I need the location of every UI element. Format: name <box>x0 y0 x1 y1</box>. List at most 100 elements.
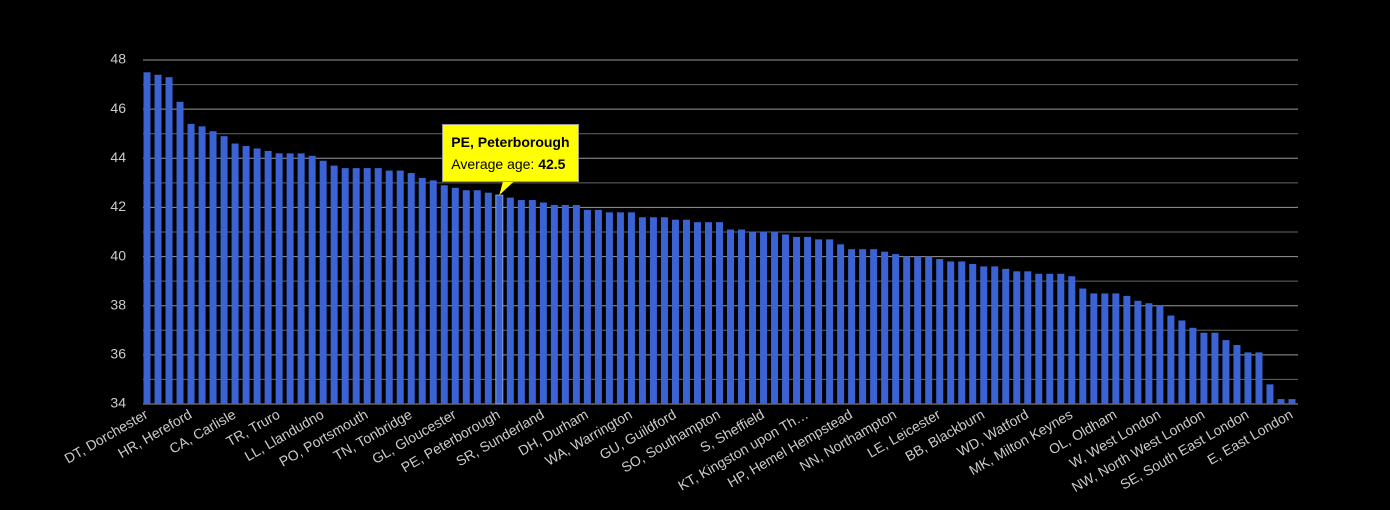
bar <box>1145 303 1153 404</box>
bar <box>275 153 283 404</box>
bar <box>958 261 966 404</box>
bar <box>165 77 173 404</box>
bar <box>793 236 801 404</box>
bar <box>749 232 757 404</box>
bar <box>154 74 162 404</box>
bar <box>528 200 536 404</box>
bar <box>804 236 812 404</box>
bar <box>1178 320 1186 404</box>
tooltip-label: Average age: <box>451 156 535 173</box>
bar <box>660 217 668 404</box>
bar <box>1255 352 1263 404</box>
bar <box>1233 345 1241 404</box>
tooltip-title: PE, Peterborough <box>451 134 570 151</box>
bar <box>1068 276 1076 404</box>
bar <box>782 234 790 404</box>
bar <box>231 143 239 405</box>
y-tick-label: 40 <box>110 247 126 263</box>
tooltip-pointer <box>499 180 516 196</box>
bar <box>1079 288 1087 404</box>
bar <box>1112 293 1120 404</box>
bar <box>1002 268 1010 404</box>
bar <box>363 168 371 404</box>
y-tick-label: 46 <box>110 100 126 116</box>
bar <box>1013 271 1021 404</box>
y-tick-label: 44 <box>110 149 126 165</box>
bar <box>1266 384 1274 404</box>
bar <box>484 192 492 404</box>
bar <box>671 219 679 404</box>
bar <box>649 217 657 404</box>
bar <box>462 190 470 404</box>
bar <box>914 256 922 404</box>
bar <box>517 200 525 404</box>
bar <box>308 155 316 404</box>
y-tick-label: 38 <box>110 296 126 312</box>
bar <box>220 136 228 404</box>
bar <box>594 209 602 404</box>
bar <box>440 185 448 404</box>
y-tick-label: 48 <box>110 51 126 67</box>
bar <box>209 131 217 404</box>
tooltip-line: Average age: 42.5 <box>451 153 569 175</box>
bar <box>253 148 261 404</box>
bar <box>947 261 955 404</box>
bar <box>837 244 845 404</box>
bar <box>572 204 580 404</box>
bar <box>1035 273 1043 404</box>
bar <box>1046 273 1054 404</box>
bar <box>583 209 591 404</box>
bar <box>1288 399 1296 404</box>
bar <box>881 251 889 404</box>
bar <box>1200 332 1208 404</box>
bar <box>330 165 338 404</box>
bar <box>374 168 382 404</box>
bar <box>848 249 856 404</box>
bar <box>550 204 558 404</box>
bar <box>242 146 250 404</box>
bar <box>1156 305 1164 404</box>
bar <box>1134 300 1142 404</box>
bar <box>936 259 944 404</box>
bar <box>716 222 723 404</box>
y-tick-label: 42 <box>110 198 126 214</box>
bar <box>418 177 426 404</box>
bar <box>727 229 735 404</box>
bar <box>771 232 779 404</box>
bar <box>429 180 437 404</box>
bar <box>870 249 878 404</box>
tooltip-value: 42.5 <box>538 156 566 173</box>
bar <box>605 212 613 404</box>
bar <box>1277 399 1285 404</box>
bar <box>176 101 184 405</box>
bar <box>495 194 504 405</box>
y-tick-label: 34 <box>110 395 126 411</box>
bar <box>1057 273 1065 404</box>
bar <box>539 202 547 404</box>
bar <box>1024 271 1032 404</box>
bar <box>991 266 999 404</box>
bar <box>264 150 272 404</box>
bar <box>738 229 746 404</box>
bar <box>616 212 624 404</box>
bar <box>473 190 481 404</box>
bar <box>1090 293 1098 404</box>
bar <box>903 256 911 404</box>
bar <box>760 232 768 404</box>
bar <box>143 72 151 405</box>
bar <box>1101 293 1109 404</box>
bar <box>859 249 867 404</box>
bar <box>407 173 415 404</box>
bar <box>627 212 635 404</box>
bar <box>396 170 404 404</box>
bar <box>969 263 977 404</box>
bar <box>1244 352 1252 404</box>
y-tick-label: 36 <box>110 346 126 362</box>
bar <box>693 222 701 404</box>
bar <box>187 123 195 404</box>
bar <box>198 126 206 404</box>
bar <box>1189 327 1197 404</box>
bar <box>352 168 360 404</box>
